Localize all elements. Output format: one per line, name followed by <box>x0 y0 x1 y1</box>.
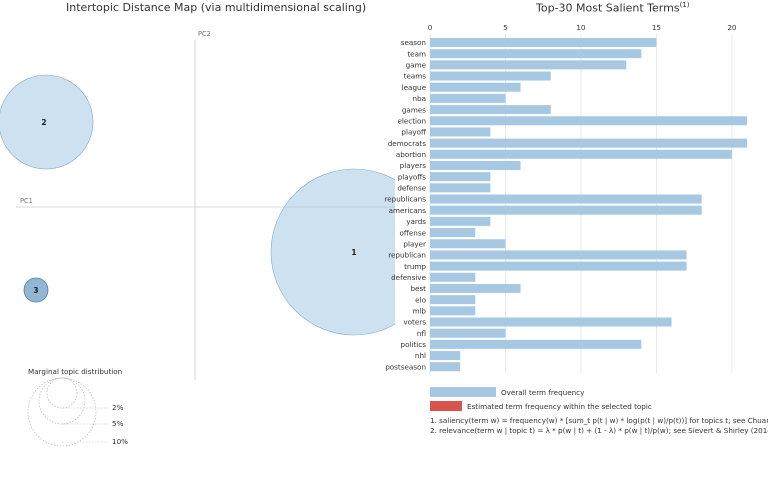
term-label-playoff[interactable]: playoff <box>401 128 427 137</box>
x-tick-4: 20 <box>727 23 737 32</box>
bar-mlb[interactable] <box>430 306 476 316</box>
bar-series <box>430 38 747 372</box>
bar-defensive[interactable] <box>430 272 476 282</box>
term-label-player[interactable]: player <box>403 239 426 248</box>
bar-league[interactable] <box>430 82 521 92</box>
bar-republican[interactable] <box>430 250 687 260</box>
legend-overall-label: Overall term frequency <box>501 388 585 397</box>
x-tick-labels: 0 5 10 15 20 <box>428 23 737 32</box>
bar-election[interactable] <box>430 116 747 126</box>
topic-circle-3[interactable] <box>23 277 49 303</box>
bar-playoffs[interactable] <box>430 172 491 182</box>
topic-label-3: 3 <box>33 286 38 295</box>
bar-postseason[interactable] <box>430 362 461 372</box>
bar-team[interactable] <box>430 49 642 59</box>
term-label-mlb[interactable]: mlb <box>412 307 426 316</box>
salient-terms-title-sup: (1) <box>679 1 690 9</box>
term-label-league[interactable]: league <box>402 83 427 92</box>
bar-best[interactable] <box>430 283 521 293</box>
term-label-election[interactable]: election <box>397 116 426 125</box>
marginal-title: Marginal topic distribution <box>28 367 122 376</box>
term-label-abortion[interactable]: abortion <box>396 150 426 159</box>
marginal-label-5pct: 5% <box>112 419 124 428</box>
x-tick-1: 5 <box>503 23 508 32</box>
term-label-trump[interactable]: trump <box>404 262 426 271</box>
bar-game[interactable] <box>430 60 627 70</box>
pc1-label: PC1 <box>20 197 33 205</box>
bar-players[interactable] <box>430 160 521 170</box>
bar-republicans[interactable] <box>430 194 702 204</box>
bar-defense[interactable] <box>430 183 491 193</box>
term-label-nhl[interactable]: nhl <box>415 351 426 360</box>
bar-season[interactable] <box>430 38 657 47</box>
bar-grid <box>429 34 733 374</box>
intertopic-map-title: Intertopic Distance Map (via multidimens… <box>66 1 367 14</box>
legend-estimated-label: Estimated term frequency within the sele… <box>467 402 652 411</box>
bar-trump[interactable] <box>430 261 687 271</box>
marginal-label-10pct: 10% <box>112 437 128 446</box>
bar-offense[interactable] <box>430 228 476 238</box>
term-label-game[interactable]: game <box>406 61 427 70</box>
bar-politics[interactable] <box>430 339 642 349</box>
bar-voters[interactable] <box>430 317 672 327</box>
term-label-teams[interactable]: teams <box>404 72 427 81</box>
topic-label-1: 1 <box>351 248 356 257</box>
marginal-circle-10pct <box>27 377 97 447</box>
pc2-label: PC2 <box>198 30 211 38</box>
topic-circle-1[interactable] <box>270 168 395 336</box>
bar-teams[interactable] <box>430 71 551 81</box>
marginal-circle-2pct <box>46 377 78 409</box>
footnote-saliency: 1. saliency(term w) = frequency(w) * [su… <box>430 416 768 425</box>
term-label-nba[interactable]: nba <box>412 94 426 103</box>
marginal-label-2pct: 2% <box>112 403 124 412</box>
bar-nba[interactable] <box>430 93 506 103</box>
term-label-voters[interactable]: voters <box>403 318 426 327</box>
intertopic-map: PC2 PC1 1 2 3 Marginal topic distributio… <box>0 30 395 447</box>
term-label-defense[interactable]: defense <box>397 184 426 193</box>
bar-abortion[interactable] <box>430 149 732 159</box>
bar-americans[interactable] <box>430 205 702 215</box>
bar-games[interactable] <box>430 105 551 115</box>
salient-terms-title: Top-30 Most Salient Terms(1) <box>536 1 690 15</box>
legend-estimated-swatch <box>430 401 462 411</box>
term-label-offense[interactable]: offense <box>400 228 427 237</box>
x-tick-2: 10 <box>576 23 586 32</box>
topic-label-2: 2 <box>41 118 46 127</box>
bar-elo[interactable] <box>430 295 476 305</box>
term-label-defensive[interactable]: defensive <box>391 273 426 282</box>
term-label-elo[interactable]: elo <box>415 295 426 304</box>
term-label-politics[interactable]: politics <box>401 340 427 349</box>
bar-nfl[interactable] <box>430 328 506 338</box>
marginal-circle-5pct <box>38 377 86 425</box>
term-label-nfl[interactable]: nfl <box>417 329 426 338</box>
term-label-team[interactable]: team <box>407 49 426 58</box>
term-label-yards[interactable]: yards <box>406 217 426 226</box>
x-tick-3: 15 <box>652 23 661 32</box>
term-label-players[interactable]: players <box>400 161 427 170</box>
bar-democrats[interactable] <box>430 138 747 148</box>
term-label-games[interactable]: games <box>402 105 426 114</box>
term-label-best[interactable]: best <box>410 284 426 293</box>
legend-overall-swatch <box>430 387 496 397</box>
bar-player[interactable] <box>430 239 506 249</box>
bar-nhl[interactable] <box>430 351 461 361</box>
salient-terms-title-text: Top-30 Most Salient Terms <box>536 1 680 15</box>
term-label-season[interactable]: season <box>401 38 426 47</box>
x-tick-0: 0 <box>428 23 433 32</box>
topic-circle-2[interactable] <box>0 74 94 170</box>
bar-playoff[interactable] <box>430 127 491 137</box>
term-label-playoffs[interactable]: playoffs <box>398 172 427 181</box>
footnote-relevance: 2. relevance(term w | topic t) = λ * p(w… <box>430 426 768 435</box>
bar-yards[interactable] <box>430 216 491 226</box>
